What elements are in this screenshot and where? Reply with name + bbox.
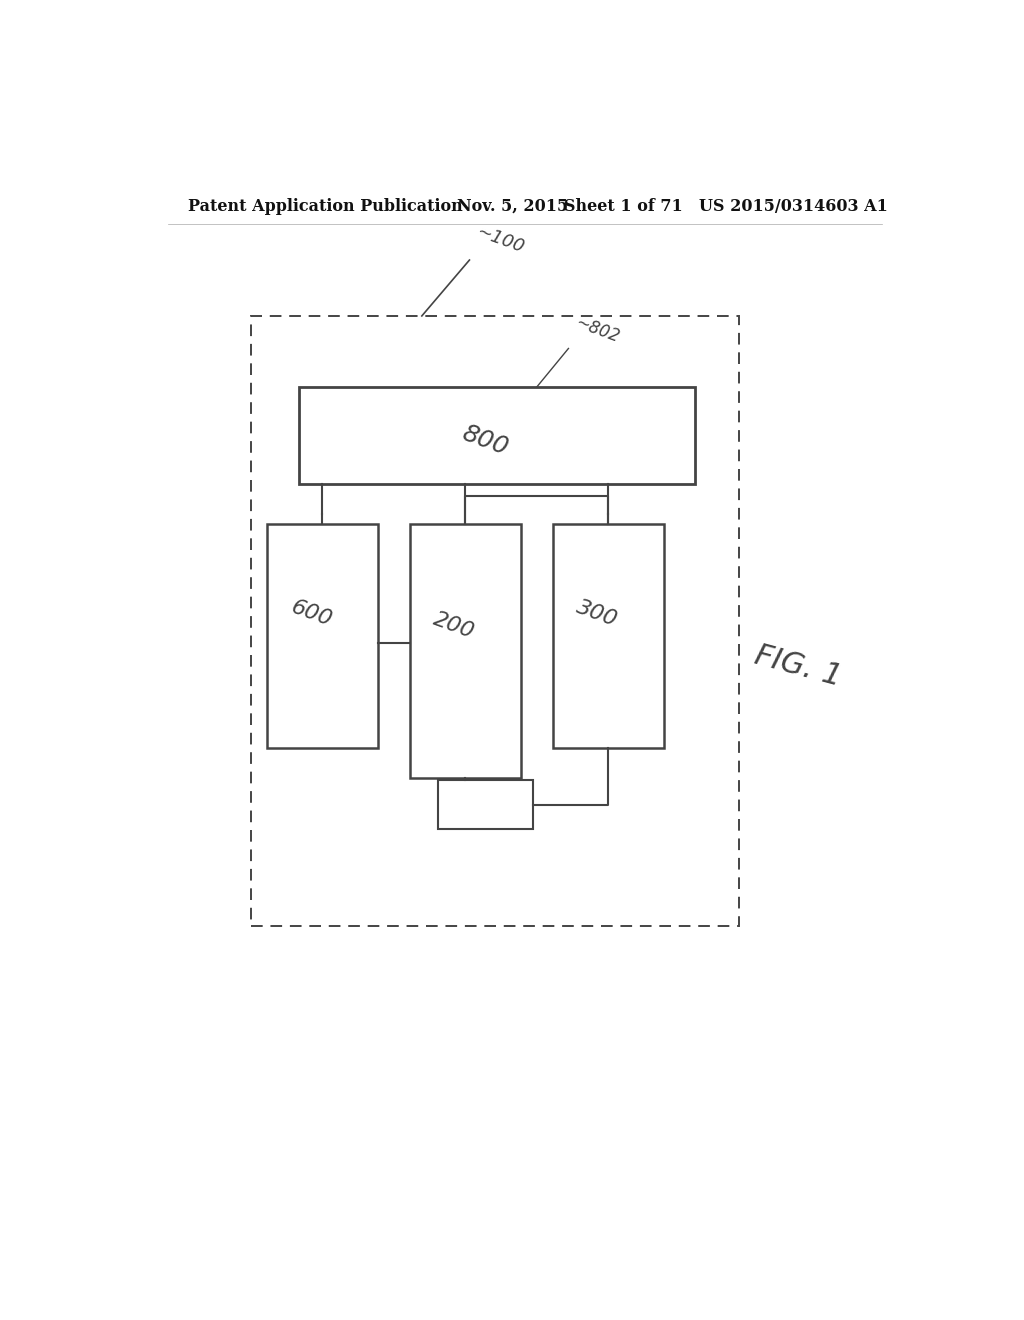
Bar — [410, 524, 521, 779]
Bar — [553, 524, 664, 748]
Text: Nov. 5, 2015: Nov. 5, 2015 — [458, 198, 568, 215]
Text: US 2015/0314603 A1: US 2015/0314603 A1 — [699, 198, 888, 215]
Text: ~100: ~100 — [473, 223, 526, 257]
Text: ~802: ~802 — [572, 314, 622, 346]
Bar — [251, 315, 739, 925]
Bar — [267, 524, 378, 748]
Text: Sheet 1 of 71: Sheet 1 of 71 — [564, 198, 683, 215]
Text: Patent Application Publication: Patent Application Publication — [187, 198, 462, 215]
Text: 300: 300 — [573, 597, 621, 631]
Bar — [299, 387, 695, 483]
Text: 600: 600 — [288, 597, 335, 631]
Text: 800: 800 — [459, 421, 512, 459]
Bar — [437, 780, 532, 829]
Text: 200: 200 — [431, 610, 477, 643]
Text: FIG. 1: FIG. 1 — [752, 642, 846, 692]
